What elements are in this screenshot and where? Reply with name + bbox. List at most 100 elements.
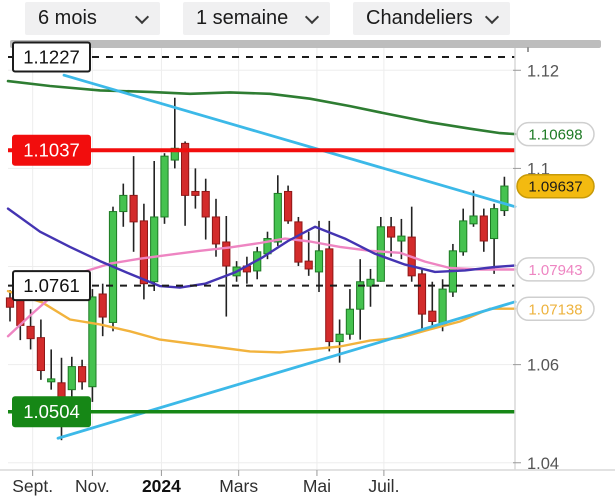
candle-body-up <box>345 308 354 335</box>
candle-body-up <box>88 296 97 388</box>
candle[interactable] <box>129 156 138 252</box>
candle[interactable] <box>98 283 107 337</box>
price-tag-label: 1.10698 <box>528 127 582 144</box>
chevron-down-icon <box>304 9 320 25</box>
scrollbar-position-marker <box>527 47 529 52</box>
candle-body-down <box>191 190 200 196</box>
price-level-box <box>12 270 91 302</box>
x-tick-label: Mai <box>303 476 331 496</box>
candle[interactable] <box>366 268 375 307</box>
candle[interactable] <box>191 168 200 209</box>
candle[interactable] <box>428 281 437 327</box>
candle[interactable] <box>150 161 159 292</box>
candle[interactable] <box>47 349 56 390</box>
price-level-label: 1.0504 <box>23 401 80 422</box>
candle-body-up <box>160 155 169 218</box>
candle-body-down <box>294 221 303 263</box>
candle-body-up <box>335 333 344 343</box>
chart-toolbar: 6 mois 1 semaine Chandeliers <box>0 0 615 37</box>
candle-body-up <box>459 220 468 253</box>
candle[interactable] <box>479 208 488 252</box>
timeframe-select-label: 6 mois <box>38 7 97 29</box>
price-level-label: 1.1037 <box>23 140 80 161</box>
candle-body-down <box>428 310 437 322</box>
candle-body-up <box>438 288 447 325</box>
candle[interactable] <box>181 141 190 226</box>
candle[interactable] <box>407 206 416 282</box>
x-tick-label: 2024 <box>142 476 181 496</box>
candle[interactable] <box>36 319 45 380</box>
candle[interactable] <box>459 208 468 256</box>
ma-navy-line <box>6 207 517 289</box>
candle[interactable] <box>284 185 293 224</box>
candle[interactable] <box>387 216 396 257</box>
candle-body-down <box>26 325 35 340</box>
candle-body-up <box>366 278 375 287</box>
candle-body-down <box>98 293 107 318</box>
y-tick-label: 1.04 <box>527 455 559 473</box>
price-level-box <box>12 41 91 73</box>
candle[interactable] <box>160 153 169 224</box>
candle[interactable] <box>417 268 427 330</box>
price-tag <box>516 173 595 199</box>
candle-body-down <box>129 194 138 223</box>
candle-body-down <box>479 215 488 242</box>
ma-green-slow-line <box>6 79 517 136</box>
interval-select[interactable]: 1 semaine <box>183 2 330 35</box>
price-tag <box>516 121 595 147</box>
candle[interactable] <box>88 289 97 402</box>
candle-body-down <box>201 190 210 218</box>
x-tick-label: Sept. <box>12 476 53 496</box>
candle-body-down <box>181 142 190 196</box>
candle[interactable] <box>78 359 87 390</box>
candle[interactable] <box>242 256 252 284</box>
candle-body-up <box>150 216 159 283</box>
candle[interactable] <box>294 216 303 267</box>
candle[interactable] <box>376 216 385 282</box>
timeframe-select[interactable]: 6 mois <box>25 2 160 35</box>
candle-body-down <box>36 337 45 372</box>
candle-body-down <box>387 226 396 238</box>
candle[interactable] <box>5 290 15 322</box>
candle[interactable] <box>325 220 334 352</box>
candle[interactable] <box>222 215 231 317</box>
candle[interactable] <box>490 203 499 274</box>
candle-body-down <box>78 366 87 383</box>
candle[interactable] <box>67 356 76 402</box>
candle-body-up <box>47 378 56 383</box>
candle-body-up <box>397 235 406 242</box>
candle[interactable] <box>201 178 210 240</box>
candle[interactable] <box>139 203 149 300</box>
chart-type-select[interactable]: Chandeliers <box>353 2 510 35</box>
candle-body-down <box>284 190 293 222</box>
ma-orange-line <box>6 289 517 354</box>
price-tag-label: 1.07943 <box>528 262 582 279</box>
candle-body-up <box>314 250 324 273</box>
interval-select-label: 1 semaine <box>196 7 289 29</box>
candle-body-up <box>119 194 128 213</box>
candle[interactable] <box>500 176 509 216</box>
candle[interactable] <box>314 220 324 293</box>
candle[interactable] <box>253 246 262 280</box>
candle[interactable] <box>119 183 128 227</box>
candle[interactable] <box>304 231 313 276</box>
candle-body-down <box>325 248 334 343</box>
candle[interactable] <box>273 175 282 246</box>
candle-body-up <box>469 215 478 225</box>
y-tick-label: 1.1 <box>527 160 550 178</box>
chart-range-scrollbar[interactable] <box>10 40 601 48</box>
candle-body-down <box>5 297 15 308</box>
price-level-label: 1.1227 <box>23 47 80 68</box>
candle[interactable] <box>469 190 478 227</box>
ascending-support-trendline <box>56 300 517 440</box>
chevron-down-icon <box>134 9 150 25</box>
candle[interactable] <box>211 198 221 257</box>
x-tick-label: Nov. <box>75 476 110 496</box>
candle-body-down <box>139 220 149 285</box>
candle[interactable] <box>345 289 354 340</box>
candle-body-down <box>222 241 231 267</box>
candle[interactable] <box>356 259 365 340</box>
candle-body-down <box>304 260 313 270</box>
